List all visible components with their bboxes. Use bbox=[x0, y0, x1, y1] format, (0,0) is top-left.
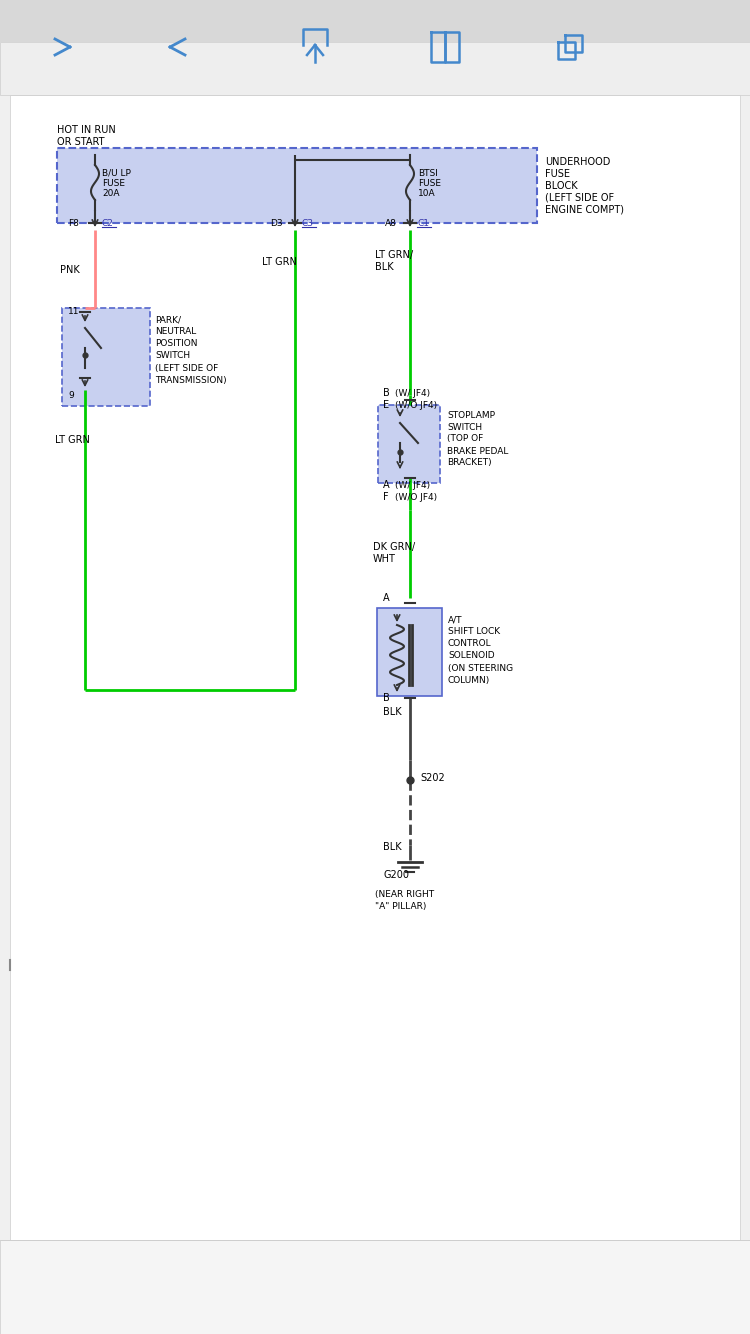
Text: (LEFT SIDE OF: (LEFT SIDE OF bbox=[155, 363, 218, 372]
Text: LT GRN/: LT GRN/ bbox=[375, 249, 413, 260]
Text: BLOCK: BLOCK bbox=[545, 181, 578, 191]
Text: B: B bbox=[383, 388, 390, 398]
Bar bbox=[57, 148, 537, 223]
Text: E: E bbox=[383, 400, 389, 410]
Text: WHT: WHT bbox=[373, 554, 396, 564]
Text: (W/O JF4): (W/O JF4) bbox=[395, 400, 437, 410]
Text: (TOP OF: (TOP OF bbox=[447, 435, 483, 443]
Text: BLK: BLK bbox=[383, 707, 402, 716]
Text: 11: 11 bbox=[68, 308, 80, 316]
Text: "A" PILLAR): "A" PILLAR) bbox=[375, 903, 426, 911]
Text: PARK/: PARK/ bbox=[155, 316, 181, 324]
Text: CONTROL: CONTROL bbox=[448, 639, 492, 648]
Text: F8: F8 bbox=[68, 219, 79, 228]
Text: COLUMN): COLUMN) bbox=[448, 675, 491, 684]
Text: B/U LP: B/U LP bbox=[102, 168, 130, 177]
Text: ↺: ↺ bbox=[709, 57, 728, 77]
Text: (W/ JF4): (W/ JF4) bbox=[395, 480, 430, 490]
Text: F: F bbox=[383, 492, 388, 502]
Bar bbox=[0, 0, 750, 41]
Text: 9: 9 bbox=[68, 391, 74, 399]
Text: DK GRN/: DK GRN/ bbox=[373, 542, 416, 552]
Text: A: A bbox=[383, 594, 390, 603]
Text: SWITCH: SWITCH bbox=[447, 423, 482, 431]
Text: BTSI: BTSI bbox=[418, 168, 438, 177]
Bar bbox=[62, 308, 150, 406]
Text: SWITCH: SWITCH bbox=[155, 351, 190, 360]
Text: FUSE: FUSE bbox=[102, 179, 125, 188]
Text: SHIFT LOCK: SHIFT LOCK bbox=[448, 627, 500, 636]
Text: A: A bbox=[383, 480, 390, 490]
Text: BRAKE PEDAL: BRAKE PEDAL bbox=[447, 447, 509, 455]
Text: FUSE: FUSE bbox=[418, 179, 441, 188]
Text: S202: S202 bbox=[420, 772, 445, 783]
Text: (LEFT SIDE OF: (LEFT SIDE OF bbox=[545, 193, 614, 203]
Text: (NEAR RIGHT: (NEAR RIGHT bbox=[375, 891, 434, 899]
Text: TRANSMISSION): TRANSMISSION) bbox=[155, 375, 226, 384]
Text: SOLENOID: SOLENOID bbox=[448, 651, 495, 660]
Bar bbox=[0, 41, 750, 95]
Text: 8:58 PM: 8:58 PM bbox=[352, 15, 398, 25]
Text: C1: C1 bbox=[417, 219, 429, 228]
Text: BRACKET): BRACKET) bbox=[447, 459, 492, 467]
Text: HOT IN RUN: HOT IN RUN bbox=[57, 125, 116, 135]
Text: 20A: 20A bbox=[102, 188, 119, 197]
Text: UNDERHOOD: UNDERHOOD bbox=[545, 157, 610, 167]
Text: C3: C3 bbox=[302, 219, 314, 228]
Text: PNK: PNK bbox=[60, 265, 80, 275]
Text: A8: A8 bbox=[385, 219, 397, 228]
Text: LT GRN: LT GRN bbox=[262, 257, 297, 267]
Text: FUSE: FUSE bbox=[545, 169, 570, 179]
Bar bbox=[10, 95, 740, 1241]
Text: ●●●●● Verizon  ◈: ●●●●● Verizon ◈ bbox=[15, 15, 110, 25]
Text: 10A: 10A bbox=[418, 188, 436, 197]
Text: D3: D3 bbox=[270, 219, 283, 228]
Text: C2: C2 bbox=[102, 219, 114, 228]
Text: ENGINE COMPT): ENGINE COMPT) bbox=[545, 205, 624, 215]
Text: BLK: BLK bbox=[375, 261, 394, 272]
Text: G200: G200 bbox=[383, 870, 409, 880]
Bar bbox=[377, 608, 442, 696]
Text: B: B bbox=[383, 692, 390, 703]
Text: pwww2.prodemand.com: pwww2.prodemand.com bbox=[238, 57, 512, 77]
Text: NEUTRAL: NEUTRAL bbox=[155, 328, 196, 336]
Text: POSITION: POSITION bbox=[155, 339, 197, 348]
Bar bbox=[0, 1241, 750, 1334]
Text: A/T: A/T bbox=[448, 615, 463, 624]
Text: @ ↑  76%  ▮: @ ↑ 76% ▮ bbox=[600, 15, 660, 25]
Text: (W/ JF4): (W/ JF4) bbox=[395, 388, 430, 398]
Text: OR START: OR START bbox=[57, 137, 104, 147]
Text: (ON STEERING: (ON STEERING bbox=[448, 663, 513, 672]
Bar bbox=[378, 406, 440, 483]
Text: LT GRN: LT GRN bbox=[55, 435, 90, 446]
Text: (W/O JF4): (W/O JF4) bbox=[395, 492, 437, 502]
Text: STOPLAMP: STOPLAMP bbox=[447, 411, 495, 419]
Text: BLK: BLK bbox=[383, 842, 402, 852]
